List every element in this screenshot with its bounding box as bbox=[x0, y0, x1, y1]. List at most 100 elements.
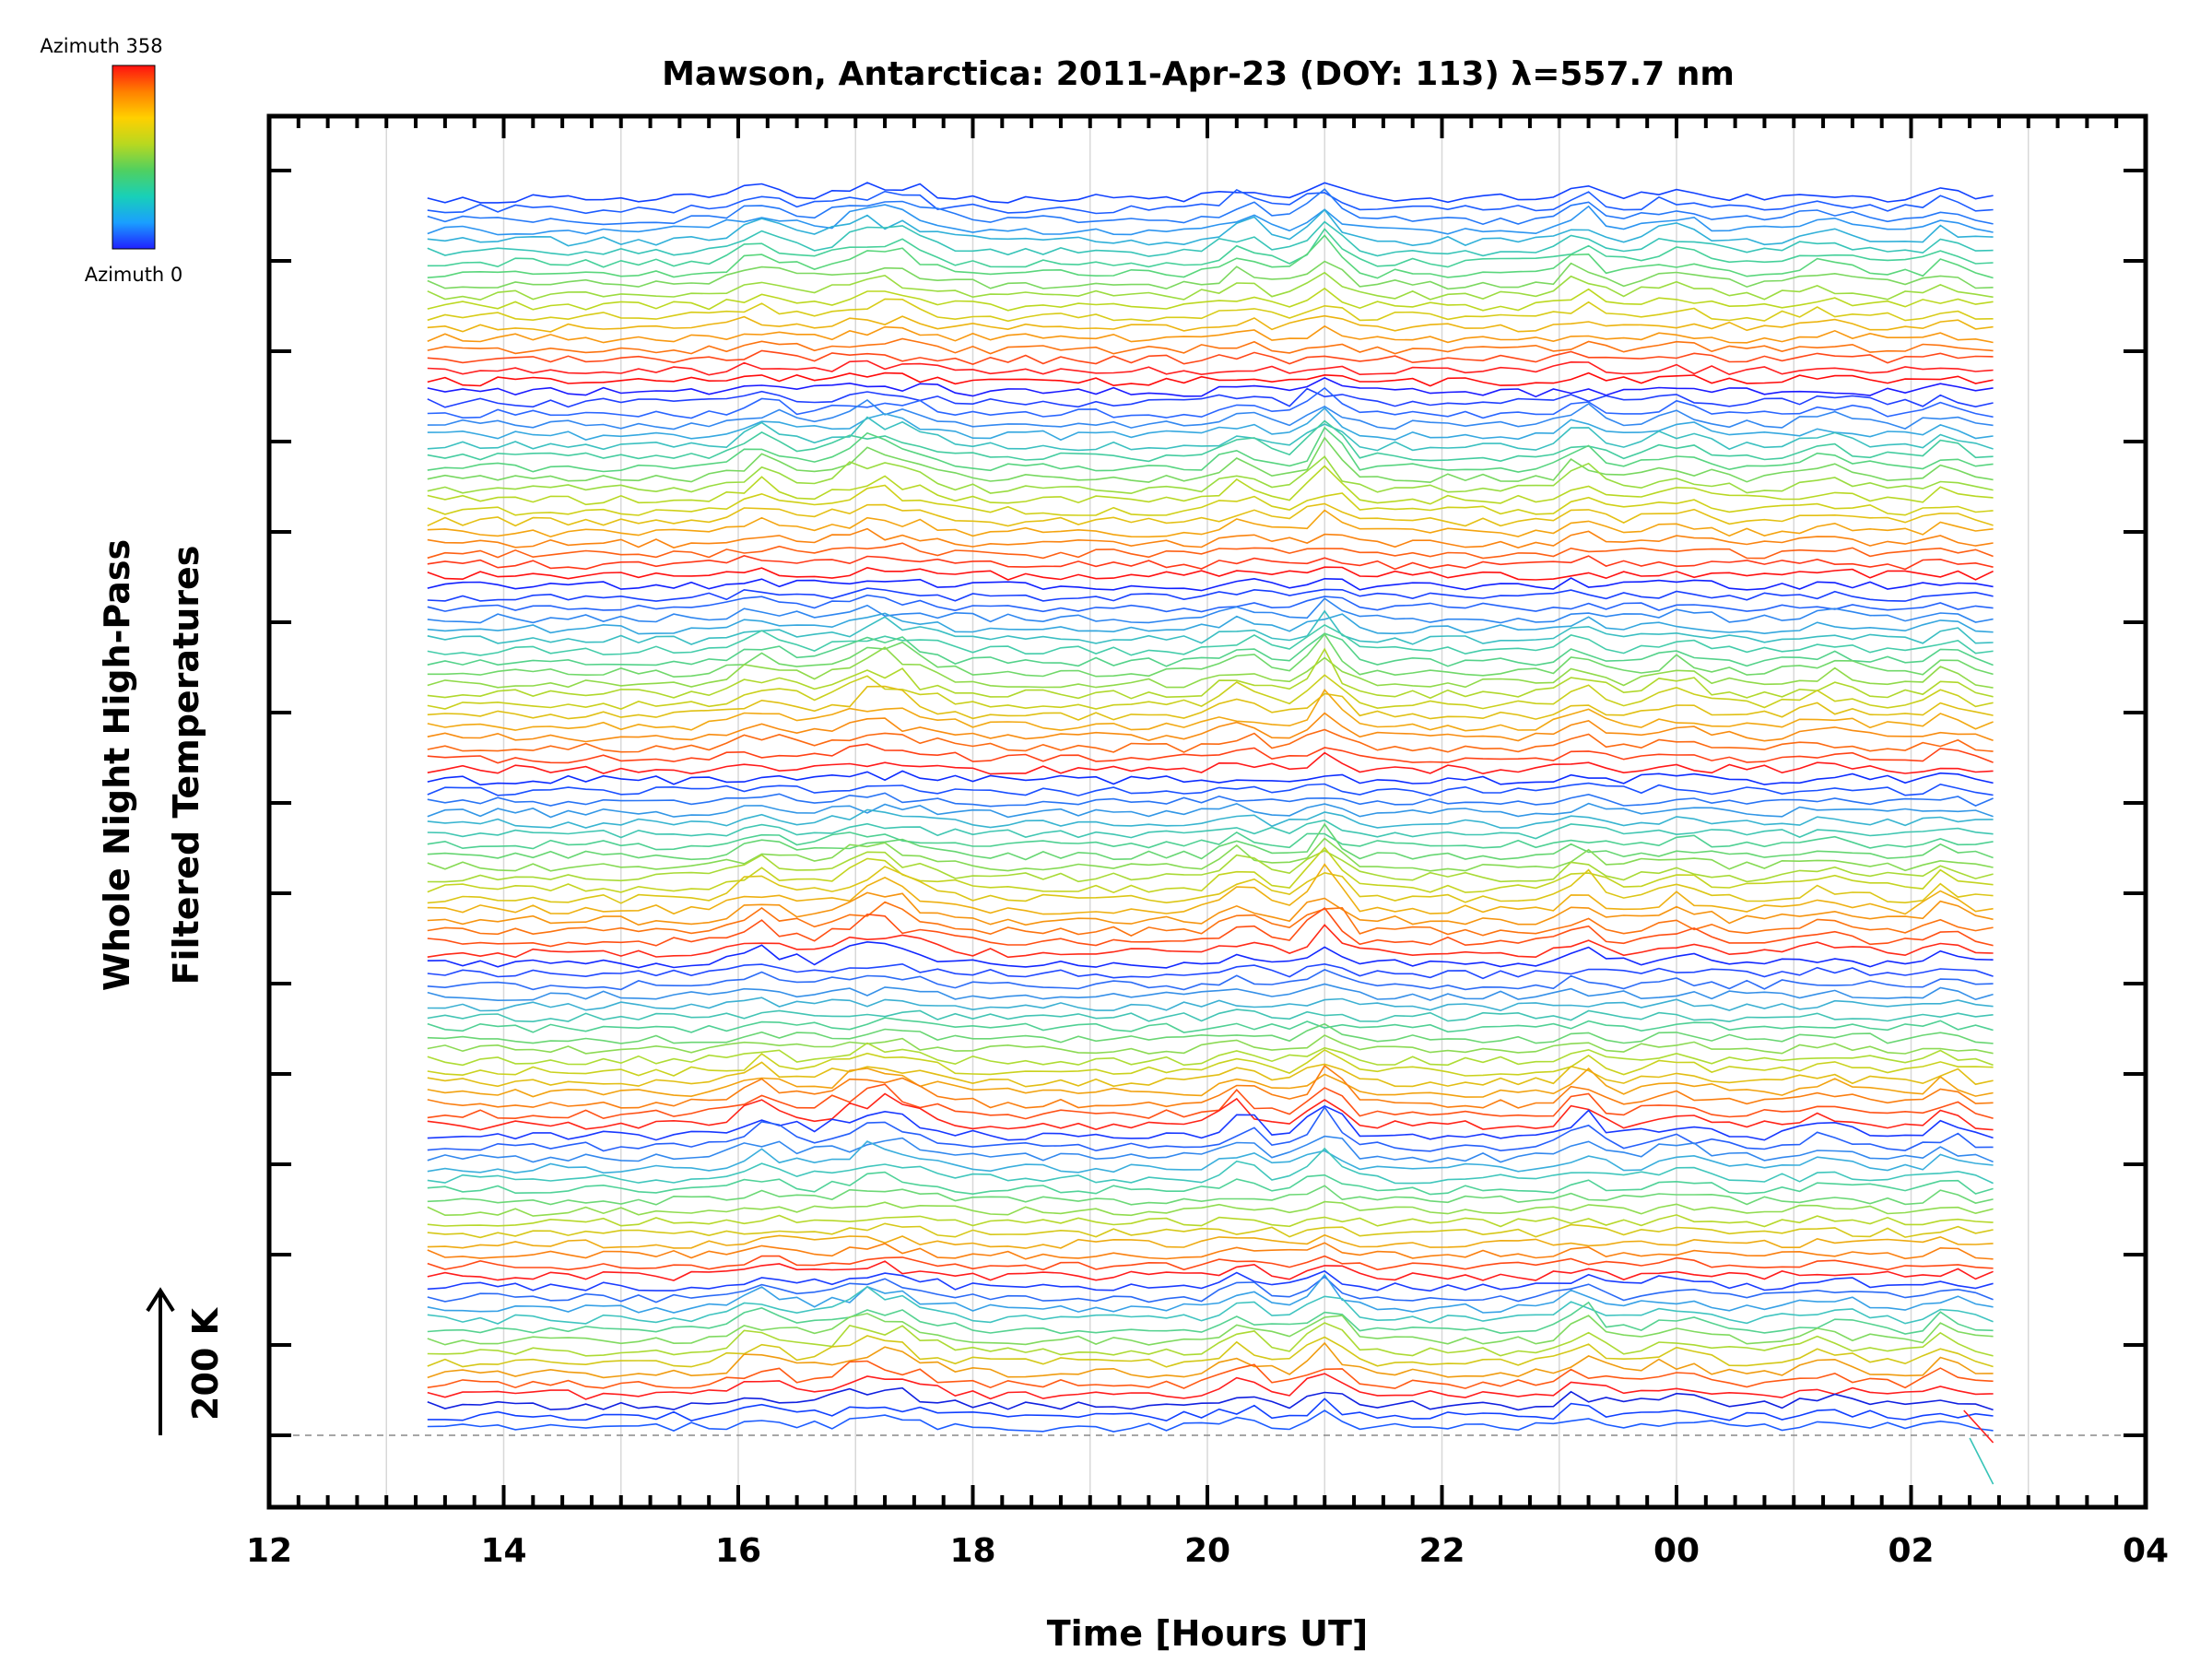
series-line bbox=[427, 1048, 1994, 1077]
x-tick-label: 14 bbox=[480, 1532, 526, 1570]
series-line bbox=[427, 1171, 1994, 1196]
series-line bbox=[427, 542, 1994, 560]
series-line bbox=[427, 1034, 1994, 1055]
series-line bbox=[427, 387, 1994, 408]
series-line bbox=[427, 728, 1994, 753]
series-line bbox=[427, 822, 1994, 861]
series-line bbox=[427, 1273, 1994, 1314]
series-line bbox=[427, 436, 1994, 484]
series-line bbox=[427, 997, 1994, 1012]
series-line bbox=[427, 1275, 1994, 1303]
x-axis-label: Time [Hours UT] bbox=[1047, 1613, 1369, 1654]
series-line bbox=[427, 1214, 1994, 1228]
series-line bbox=[427, 1260, 1994, 1281]
series-line bbox=[427, 594, 1994, 613]
series-line bbox=[427, 685, 1994, 721]
series-line bbox=[427, 1409, 1994, 1433]
series-line bbox=[427, 377, 1994, 398]
series-line bbox=[427, 1242, 1994, 1260]
series-line bbox=[427, 1322, 1994, 1357]
series-line bbox=[427, 419, 1994, 463]
series-line bbox=[427, 182, 1994, 204]
series-line bbox=[427, 632, 1994, 667]
y-axis-label: Whole Night High-Pass Filtered Temperatu… bbox=[97, 539, 206, 991]
series-line bbox=[427, 1017, 1994, 1033]
series-tail bbox=[1963, 1409, 1994, 1444]
series-line bbox=[427, 372, 1994, 387]
series-line bbox=[427, 689, 1994, 732]
series-line bbox=[427, 484, 1994, 516]
series-line bbox=[427, 208, 1994, 247]
series-line bbox=[427, 1341, 1994, 1379]
series-line bbox=[427, 969, 1994, 991]
scale-indicator: 200 K bbox=[146, 1287, 226, 1435]
series-line bbox=[427, 1200, 1994, 1217]
series-line bbox=[427, 770, 1994, 786]
scale-label: 200 K bbox=[185, 1306, 226, 1421]
series-line bbox=[427, 743, 1994, 764]
y-axis-label-line-2: Filtered Temperatures bbox=[166, 546, 206, 985]
series-line bbox=[427, 204, 1994, 236]
x-tick-label: 22 bbox=[1418, 1532, 1465, 1570]
series-line bbox=[427, 1255, 1994, 1271]
gridlines bbox=[385, 116, 2030, 1507]
series-line bbox=[427, 866, 1994, 904]
series-line bbox=[427, 891, 1994, 926]
series-line bbox=[427, 1373, 1994, 1400]
series-line bbox=[427, 712, 1994, 743]
series-line bbox=[427, 1233, 1994, 1249]
x-tick-label: 04 bbox=[2123, 1532, 2169, 1570]
series-line bbox=[427, 674, 1994, 710]
series-line bbox=[427, 1061, 1994, 1088]
series-line bbox=[427, 1105, 1994, 1152]
series-line bbox=[427, 808, 1994, 829]
series-line bbox=[427, 188, 1994, 215]
series-line bbox=[427, 1285, 1994, 1325]
colorbar-gradient bbox=[112, 65, 156, 250]
series-line bbox=[427, 820, 1994, 840]
series-line bbox=[427, 901, 1994, 937]
series-line bbox=[427, 623, 1994, 656]
x-tick-label: 02 bbox=[1888, 1532, 1934, 1570]
x-tick-label: 20 bbox=[1184, 1532, 1230, 1570]
series-line bbox=[427, 849, 1994, 883]
series-line bbox=[427, 907, 1994, 948]
series-line bbox=[427, 220, 1994, 257]
series-line bbox=[427, 597, 1994, 624]
series-line bbox=[427, 337, 1994, 355]
series-line bbox=[427, 1398, 1994, 1422]
series-line bbox=[427, 1008, 1994, 1023]
series-line bbox=[427, 566, 1994, 581]
series-line bbox=[427, 1067, 1994, 1098]
series-line bbox=[427, 1360, 1994, 1389]
series-line bbox=[427, 228, 1994, 268]
scale-arrow-head-icon bbox=[146, 1287, 175, 1313]
series-line bbox=[427, 527, 1994, 548]
series-line bbox=[427, 1064, 1994, 1109]
axis-ticks bbox=[267, 116, 2147, 1507]
series-line bbox=[427, 802, 1994, 819]
series-line bbox=[427, 555, 1994, 571]
series-lines bbox=[427, 182, 1994, 1485]
chart-title: Mawson, Antarctica: 2011-Apr-23 (DOY: 11… bbox=[662, 55, 1735, 93]
series-line bbox=[427, 1222, 1994, 1239]
x-tick-label: 18 bbox=[949, 1532, 995, 1570]
series-line bbox=[427, 1140, 1994, 1174]
series-line bbox=[427, 983, 1994, 1002]
series-line bbox=[427, 271, 1994, 301]
series-line bbox=[427, 1104, 1994, 1141]
series-line bbox=[427, 1313, 1994, 1346]
series-line bbox=[427, 940, 1994, 969]
colorbar-bottom-label: Azimuth 0 bbox=[85, 264, 183, 286]
series-line bbox=[427, 1386, 1994, 1411]
series-line bbox=[427, 1185, 1994, 1206]
series-line bbox=[427, 298, 1994, 323]
series-line bbox=[427, 502, 1994, 527]
y-axis-label-line-1: Whole Night High-Pass bbox=[97, 539, 137, 991]
series-line bbox=[427, 386, 1994, 419]
series-line bbox=[427, 260, 1994, 290]
series-line bbox=[427, 1301, 1994, 1335]
series-line bbox=[427, 1335, 1994, 1368]
series-line bbox=[427, 1092, 1994, 1131]
series-line bbox=[427, 455, 1994, 495]
